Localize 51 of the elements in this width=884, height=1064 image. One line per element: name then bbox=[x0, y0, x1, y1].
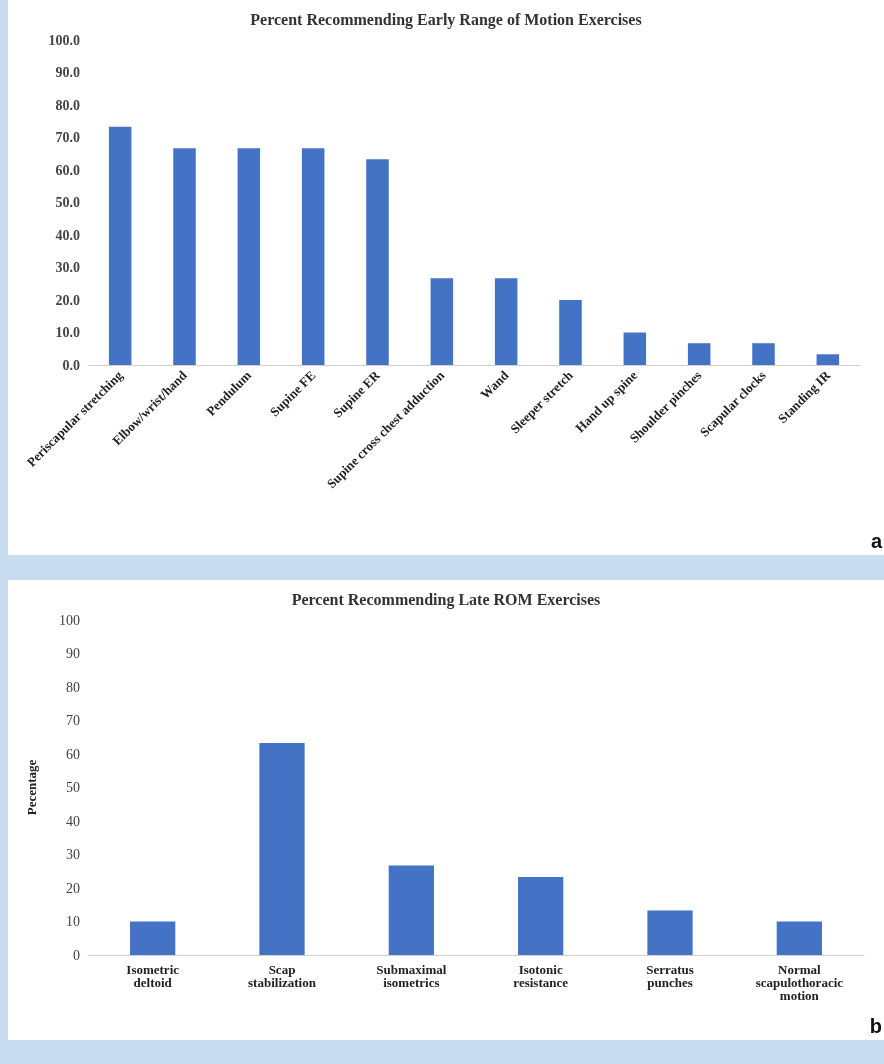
bar bbox=[366, 159, 389, 365]
y-tick-label: 40 bbox=[66, 813, 80, 829]
bar bbox=[623, 332, 647, 365]
y-tick-label: 30.0 bbox=[55, 260, 80, 275]
x-tick-label: Submaximal isometrics bbox=[376, 962, 447, 990]
x-tick-label: Isometric deltoid bbox=[126, 962, 180, 990]
bar bbox=[647, 910, 693, 955]
y-tick-label: 60.0 bbox=[55, 162, 80, 178]
y-tick-label: 80 bbox=[66, 679, 80, 695]
chart-title: Percent Recommending Late ROM Exercises bbox=[291, 590, 601, 609]
bar bbox=[816, 354, 840, 365]
bar bbox=[173, 148, 196, 365]
y-tick-label: 70.0 bbox=[55, 130, 80, 145]
bar bbox=[494, 278, 518, 365]
y-tick-label: 20 bbox=[66, 880, 80, 896]
bar bbox=[301, 148, 325, 365]
x-tick-label: Serratus punches bbox=[646, 962, 694, 990]
y-tick-label: 50.0 bbox=[55, 195, 80, 210]
y-tick-label: 90 bbox=[66, 646, 80, 661]
bar bbox=[259, 742, 305, 955]
y-tick-label: 0 bbox=[73, 947, 80, 963]
text: a bbox=[870, 530, 882, 553]
text: b bbox=[869, 1015, 882, 1038]
chart-title: Percent Recommending Early Range of Motion Exercises bbox=[250, 10, 642, 29]
bar bbox=[108, 126, 132, 365]
y-tick-label: 60 bbox=[66, 746, 80, 762]
y-axis-title: Pecentage bbox=[24, 759, 39, 816]
y-tick-label: 50 bbox=[66, 780, 80, 795]
y-tick-label: 80.0 bbox=[55, 97, 80, 113]
y-tick-label: 20.0 bbox=[55, 292, 80, 308]
y-tick-label: 100.0 bbox=[48, 32, 80, 48]
bar bbox=[687, 343, 711, 365]
bar bbox=[752, 343, 775, 365]
bar bbox=[130, 921, 176, 955]
bar bbox=[388, 865, 434, 955]
x-tick-label: Scap stabilization bbox=[248, 962, 317, 990]
bar bbox=[237, 148, 261, 365]
y-tick-label: 100 bbox=[59, 612, 80, 628]
x-tick-label: Isotonic resistance bbox=[513, 962, 569, 990]
y-tick-label: 10 bbox=[66, 914, 80, 929]
y-tick-label: 90.0 bbox=[55, 65, 80, 80]
x-tick-label: Normal scapulothoracic motion bbox=[755, 962, 844, 1003]
y-tick-label: 10.0 bbox=[55, 325, 80, 340]
y-tick-label: 70 bbox=[66, 713, 80, 728]
y-tick-label: 30 bbox=[66, 847, 80, 862]
y-tick-label: 0.0 bbox=[62, 357, 80, 373]
bar bbox=[559, 300, 582, 365]
bar bbox=[430, 278, 454, 365]
bar bbox=[776, 921, 822, 955]
bar bbox=[518, 876, 564, 955]
y-tick-label: 40.0 bbox=[55, 227, 80, 243]
